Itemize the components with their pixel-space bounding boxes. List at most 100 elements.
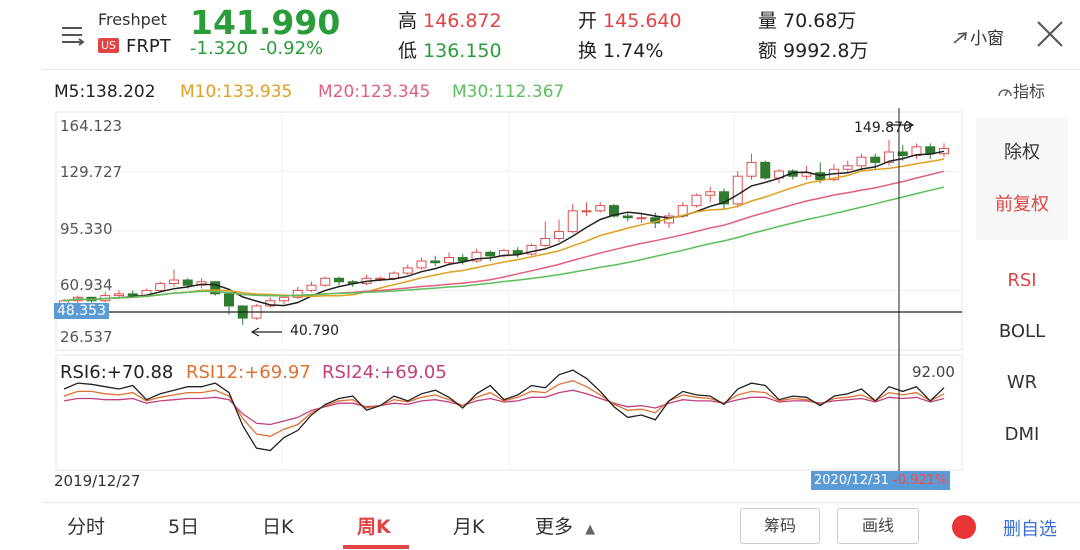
candle-body bbox=[705, 191, 716, 196]
candle-body bbox=[540, 237, 551, 246]
candle-body bbox=[127, 293, 138, 297]
list-icon[interactable] bbox=[60, 22, 86, 48]
boll-option[interactable]: BOLL bbox=[998, 321, 1046, 342]
market-tag: US bbox=[98, 38, 120, 53]
shrink-arrow-icon bbox=[953, 32, 967, 44]
candle-body bbox=[691, 194, 702, 207]
high-stat: 高 146.872 bbox=[398, 6, 502, 33]
ma-lines bbox=[63, 150, 945, 307]
active-tab-indicator bbox=[343, 545, 409, 549]
ex-rights-option[interactable]: 除权 bbox=[1004, 142, 1040, 163]
rsi6-legend: RSI6:+70.88 bbox=[60, 362, 174, 383]
price-axis-label: 129.727 bbox=[60, 163, 123, 181]
price-axis-label: 95.330 bbox=[60, 220, 113, 238]
crosshair-pct: -0.921% bbox=[893, 473, 948, 488]
candle-body bbox=[485, 251, 496, 257]
candle-body bbox=[334, 277, 344, 283]
candle-body bbox=[169, 279, 179, 284]
candle-body bbox=[306, 284, 317, 291]
tab-week-k[interactable]: 周K bbox=[357, 516, 391, 538]
crosshair-price-label: 48.353 bbox=[54, 303, 109, 319]
open-label: 开 bbox=[578, 10, 598, 32]
small-window-button[interactable]: 小窗 bbox=[952, 24, 1004, 49]
chart-overlay bbox=[56, 108, 962, 490]
candle-body bbox=[870, 156, 881, 163]
gauge-icon bbox=[998, 89, 1012, 97]
rsi12-legend: RSI12:+69.97 bbox=[186, 362, 311, 383]
low-label: 低 bbox=[398, 40, 418, 62]
high-label: 高 bbox=[398, 10, 418, 32]
low-stat: 低 136.150 bbox=[398, 36, 502, 63]
candle-body bbox=[554, 231, 564, 239]
tabs-divider bbox=[42, 502, 1080, 503]
ma30-legend: M30:112.367 bbox=[452, 82, 565, 102]
left-margin bbox=[0, 0, 42, 550]
tab-day-k[interactable]: 日K bbox=[262, 516, 294, 538]
turnover-label: 换 bbox=[578, 40, 598, 62]
max-price-annotation: 149.870 bbox=[854, 120, 912, 136]
turnover-value: 1.74% bbox=[603, 40, 664, 62]
draw-line-button[interactable]: 画线 bbox=[837, 508, 919, 544]
small-window-label: 小窗 bbox=[970, 29, 1004, 49]
indicator-button[interactable]: 指标 bbox=[997, 78, 1045, 102]
tab-more-label: 更多 bbox=[535, 516, 574, 538]
dmi-option[interactable]: DMI bbox=[1004, 424, 1040, 445]
tab-month-k[interactable]: 月K bbox=[453, 516, 485, 538]
chips-button[interactable]: 筹码 bbox=[740, 508, 820, 544]
candle-body bbox=[182, 279, 193, 286]
min-price-annotation: 40.790 bbox=[290, 323, 339, 339]
rsi24-legend: RSI24:+69.05 bbox=[322, 362, 447, 383]
high-value: 146.872 bbox=[423, 10, 502, 32]
close-icon[interactable] bbox=[1034, 18, 1066, 50]
crosshair-date: 2020/12/31 bbox=[814, 473, 889, 488]
tab-five-day[interactable]: 5日 bbox=[168, 516, 200, 538]
crosshair-date-label: 2020/12/31 -0.921% bbox=[811, 471, 951, 490]
open-value: 145.640 bbox=[603, 10, 682, 32]
candle-body bbox=[210, 281, 221, 295]
candle-body bbox=[155, 282, 166, 291]
record-icon[interactable] bbox=[952, 515, 976, 539]
rsi-option[interactable]: RSI bbox=[1007, 270, 1037, 291]
candle-body bbox=[279, 296, 289, 302]
wr-option[interactable]: WR bbox=[1006, 372, 1038, 393]
volume-label: 量 bbox=[758, 10, 778, 32]
candle-body bbox=[609, 205, 619, 217]
volume-stat: 量 70.68万 bbox=[758, 6, 856, 33]
candle-body bbox=[939, 148, 949, 155]
candle-body bbox=[581, 210, 592, 213]
price-axis-label: 60.934 bbox=[60, 276, 113, 294]
candle-body bbox=[457, 257, 468, 262]
rsi12-line bbox=[63, 380, 945, 437]
start-date: 2019/12/27 bbox=[54, 472, 141, 490]
candle-body bbox=[595, 205, 606, 212]
candle-body bbox=[842, 165, 853, 170]
amount-stat: 额 9992.8万 bbox=[758, 36, 869, 63]
ma5-line bbox=[63, 150, 945, 307]
candle-body bbox=[430, 260, 441, 264]
candle-body bbox=[925, 146, 936, 155]
adjust-panel bbox=[976, 118, 1068, 240]
triangle-up-icon: ▲ bbox=[585, 522, 596, 537]
rsi-top-label: 92.00 bbox=[912, 363, 955, 381]
rsi24-line bbox=[63, 389, 945, 426]
stock-name: Freshpet bbox=[98, 10, 167, 29]
min-arrow-head bbox=[250, 327, 260, 337]
tab-more[interactable]: 更多 ▲ bbox=[535, 512, 595, 539]
amount-label: 额 bbox=[758, 40, 778, 62]
candle-body bbox=[719, 191, 729, 205]
candle-body bbox=[760, 161, 771, 179]
rsi-lines bbox=[63, 369, 945, 452]
tab-timeshare[interactable]: 分时 bbox=[67, 516, 106, 538]
candle-body bbox=[746, 161, 757, 177]
candle-body bbox=[856, 156, 867, 167]
volume-value: 70.68万 bbox=[783, 10, 857, 32]
low-value: 136.150 bbox=[423, 40, 502, 62]
candle-body bbox=[526, 244, 537, 255]
pre-adjusted-option[interactable]: 前复权 bbox=[995, 194, 1049, 215]
candle-body bbox=[292, 289, 303, 298]
candle-body bbox=[224, 293, 234, 307]
remove-watchlist-button[interactable]: 删自选 bbox=[1003, 519, 1057, 540]
ma5-legend: M5:138.202 bbox=[54, 82, 156, 102]
max-arrow-head bbox=[905, 120, 915, 130]
